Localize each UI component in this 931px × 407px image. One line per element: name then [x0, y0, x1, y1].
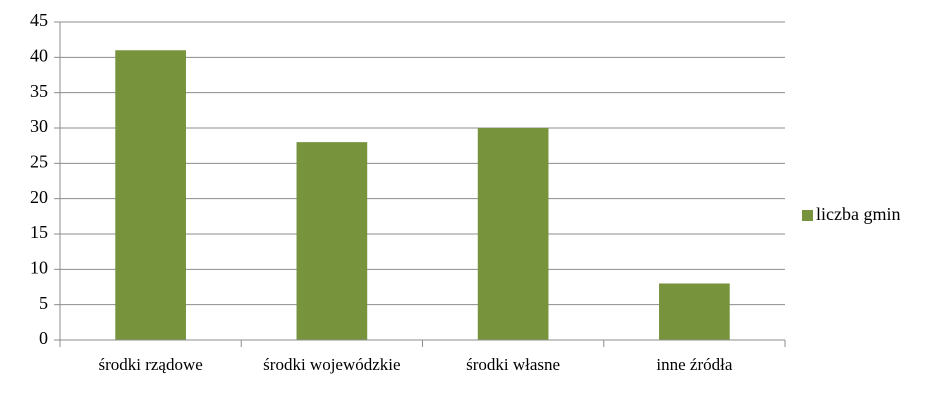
- legend-label: liczba gmin: [816, 204, 900, 224]
- y-tick-label: 25: [30, 151, 48, 171]
- y-tick-label: 10: [30, 257, 48, 277]
- y-tick-label: 40: [30, 45, 48, 65]
- legend-swatch: [802, 210, 813, 221]
- x-tick-label: środki wojewódzkie: [263, 355, 401, 374]
- y-tick-label: 0: [39, 328, 48, 348]
- y-tick-label: 35: [30, 81, 48, 101]
- y-tick-label: 30: [30, 116, 48, 136]
- bar: [659, 283, 730, 340]
- y-tick-label: 15: [30, 222, 48, 242]
- bar: [477, 128, 549, 340]
- y-tick-label: 45: [30, 10, 48, 30]
- y-tick-label: 5: [39, 293, 48, 313]
- y-tick-label: 20: [30, 187, 48, 207]
- bar: [115, 50, 186, 341]
- x-tick-label: środki rządowe: [98, 355, 203, 374]
- x-tick-label: środki własne: [466, 355, 561, 374]
- x-tick-label: inne źródła: [656, 355, 733, 374]
- bar: [296, 142, 368, 340]
